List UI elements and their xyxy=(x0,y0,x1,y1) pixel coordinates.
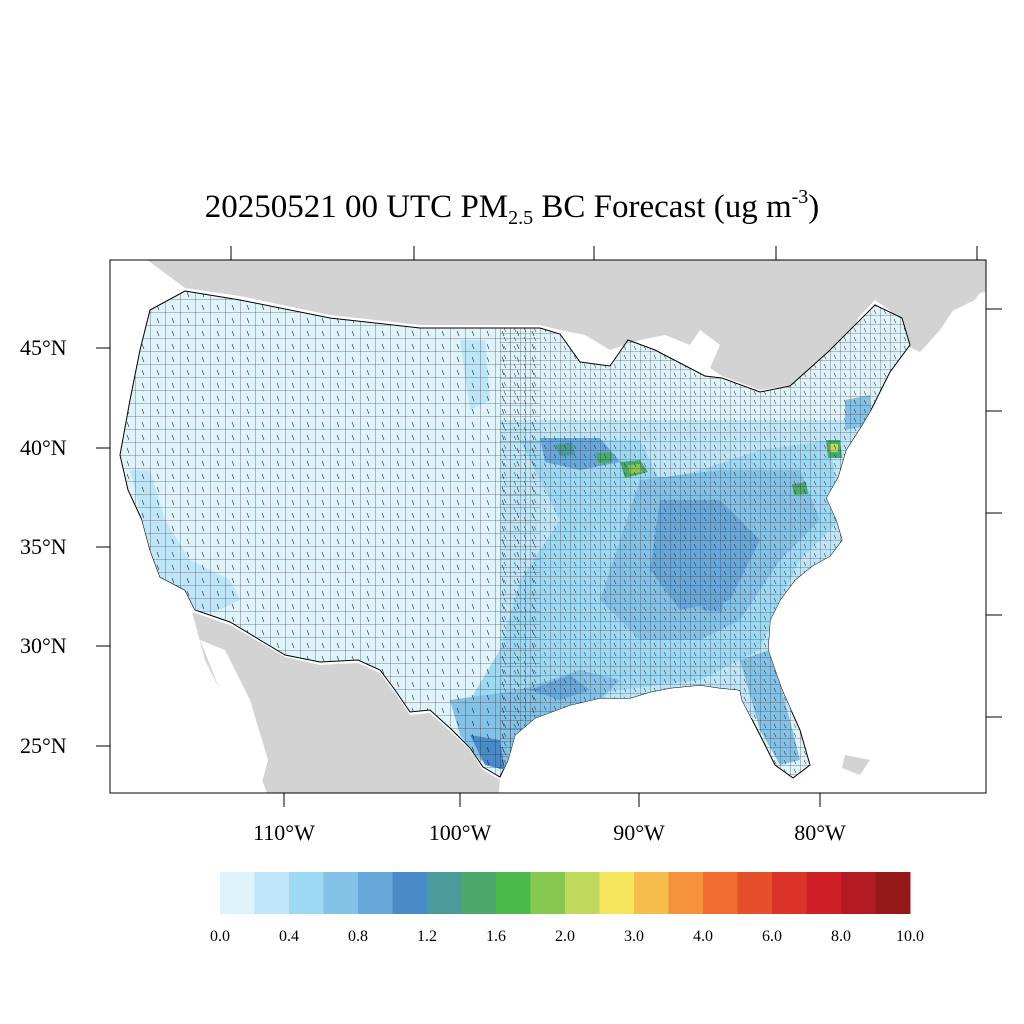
colorbar-tick-label: 1.2 xyxy=(417,928,437,945)
colorbar-swatch xyxy=(254,872,290,914)
colorbar-tick-label: 1.6 xyxy=(486,928,506,945)
colorbar-swatch xyxy=(358,872,393,914)
mexico-land xyxy=(192,612,500,793)
lat-label-30: 30°N xyxy=(20,633,67,658)
colorbar-tick-label: 8.0 xyxy=(831,928,851,945)
lon-label-90w: 90°W xyxy=(613,820,665,845)
colorbar-swatch xyxy=(875,872,911,914)
colorbar-swatch xyxy=(565,872,600,914)
colorbar-tick-label: 0.0 xyxy=(210,928,230,945)
colorbar-tick-label: 3.0 xyxy=(624,928,644,945)
colorbar-swatch xyxy=(461,872,497,914)
colorbar-tick-label: 2.0 xyxy=(555,928,575,945)
colorbar-swatch xyxy=(392,872,428,914)
colorbar-tick-label: 6.0 xyxy=(762,928,782,945)
colorbar-swatch xyxy=(772,872,807,914)
lat-label-40: 40°N xyxy=(20,435,67,460)
lon-label-100w: 100°W xyxy=(428,820,492,845)
colorbar-swatch xyxy=(668,872,704,914)
colorbar-swatch xyxy=(323,872,359,914)
colorbar-tick-label: 4.0 xyxy=(693,928,713,945)
colorbar-swatch xyxy=(530,872,566,914)
colorbar-swatch xyxy=(634,872,669,914)
colorbar xyxy=(220,872,911,914)
colorbar-swatch xyxy=(496,872,531,914)
colorbar-tick-label: 0.4 xyxy=(279,928,299,945)
axis-ticks xyxy=(96,246,1002,807)
lon-label-110w: 110°W xyxy=(253,820,315,845)
lat-label-35: 35°N xyxy=(20,534,67,559)
map-frame xyxy=(109,259,987,794)
colorbar-swatch xyxy=(599,872,635,914)
colorbar-swatch xyxy=(427,872,462,914)
lat-label-25: 25°N xyxy=(20,733,67,758)
map-title: 20250521 00 UTC PM2.5 BC Forecast (ug m-… xyxy=(204,186,820,229)
lon-label-80w: 80°W xyxy=(794,820,846,845)
colorbar-swatch xyxy=(220,872,255,914)
colorbar-tick-label: 0.8 xyxy=(348,928,368,945)
colorbar-swatch xyxy=(289,872,324,914)
lat-label-45: 45°N xyxy=(20,335,67,360)
colorbar-swatch xyxy=(737,872,773,914)
colorbar-swatch xyxy=(806,872,842,914)
colorbar-swatch xyxy=(703,872,738,914)
colorbar-tick-label: 10.0 xyxy=(896,928,924,945)
canada-land xyxy=(147,260,986,390)
colorbar-swatch xyxy=(841,872,876,914)
